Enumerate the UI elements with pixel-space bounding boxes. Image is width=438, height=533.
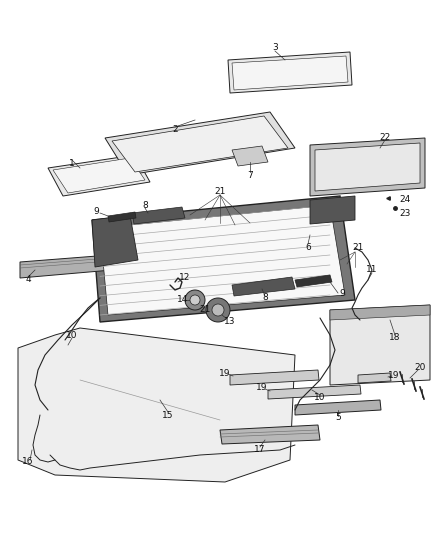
Polygon shape <box>53 158 145 193</box>
Text: 23: 23 <box>399 208 411 217</box>
Polygon shape <box>92 215 138 267</box>
Polygon shape <box>20 255 112 278</box>
Text: 11: 11 <box>366 265 378 274</box>
Text: 14: 14 <box>177 295 189 304</box>
Text: 21: 21 <box>352 244 364 253</box>
Circle shape <box>185 290 205 310</box>
Polygon shape <box>268 385 361 399</box>
Text: 19: 19 <box>256 384 268 392</box>
Polygon shape <box>92 196 355 322</box>
Polygon shape <box>310 138 425 196</box>
Polygon shape <box>112 116 288 172</box>
Circle shape <box>212 304 224 316</box>
Circle shape <box>206 298 230 322</box>
Polygon shape <box>132 207 185 224</box>
Text: 9: 9 <box>93 206 99 215</box>
Polygon shape <box>310 196 355 224</box>
Polygon shape <box>295 400 381 415</box>
Polygon shape <box>232 277 295 296</box>
Text: 24: 24 <box>399 196 411 205</box>
Text: 21: 21 <box>199 305 211 314</box>
Polygon shape <box>232 146 268 166</box>
Polygon shape <box>295 275 332 287</box>
Polygon shape <box>220 425 320 444</box>
Polygon shape <box>48 155 150 196</box>
Polygon shape <box>230 370 319 385</box>
Circle shape <box>190 295 200 305</box>
Text: 19: 19 <box>219 368 231 377</box>
Text: 7: 7 <box>247 171 253 180</box>
Text: 3: 3 <box>272 44 278 52</box>
Text: 8: 8 <box>262 294 268 303</box>
Text: 8: 8 <box>142 201 148 211</box>
Text: 10: 10 <box>66 330 78 340</box>
Text: 10: 10 <box>314 393 326 402</box>
Text: 22: 22 <box>379 133 391 141</box>
Text: 2: 2 <box>172 125 178 134</box>
Text: 20: 20 <box>414 364 426 373</box>
Polygon shape <box>330 305 430 320</box>
Polygon shape <box>108 212 136 222</box>
Text: 21: 21 <box>214 188 226 197</box>
Text: 17: 17 <box>254 446 266 455</box>
Text: 12: 12 <box>179 272 191 281</box>
Text: 9: 9 <box>339 288 345 297</box>
Text: 18: 18 <box>389 334 401 343</box>
Text: 6: 6 <box>305 243 311 252</box>
Polygon shape <box>18 328 295 482</box>
Polygon shape <box>358 373 391 383</box>
Polygon shape <box>330 305 430 385</box>
Polygon shape <box>100 205 345 315</box>
Text: 15: 15 <box>162 410 174 419</box>
Polygon shape <box>315 143 420 191</box>
Polygon shape <box>232 56 348 90</box>
Text: 1: 1 <box>69 158 75 167</box>
Polygon shape <box>105 112 295 175</box>
Polygon shape <box>228 52 352 93</box>
Text: 5: 5 <box>335 414 341 423</box>
Text: 19: 19 <box>388 370 400 379</box>
Text: 4: 4 <box>25 276 31 285</box>
Text: 16: 16 <box>22 457 34 466</box>
Text: 13: 13 <box>224 318 236 327</box>
